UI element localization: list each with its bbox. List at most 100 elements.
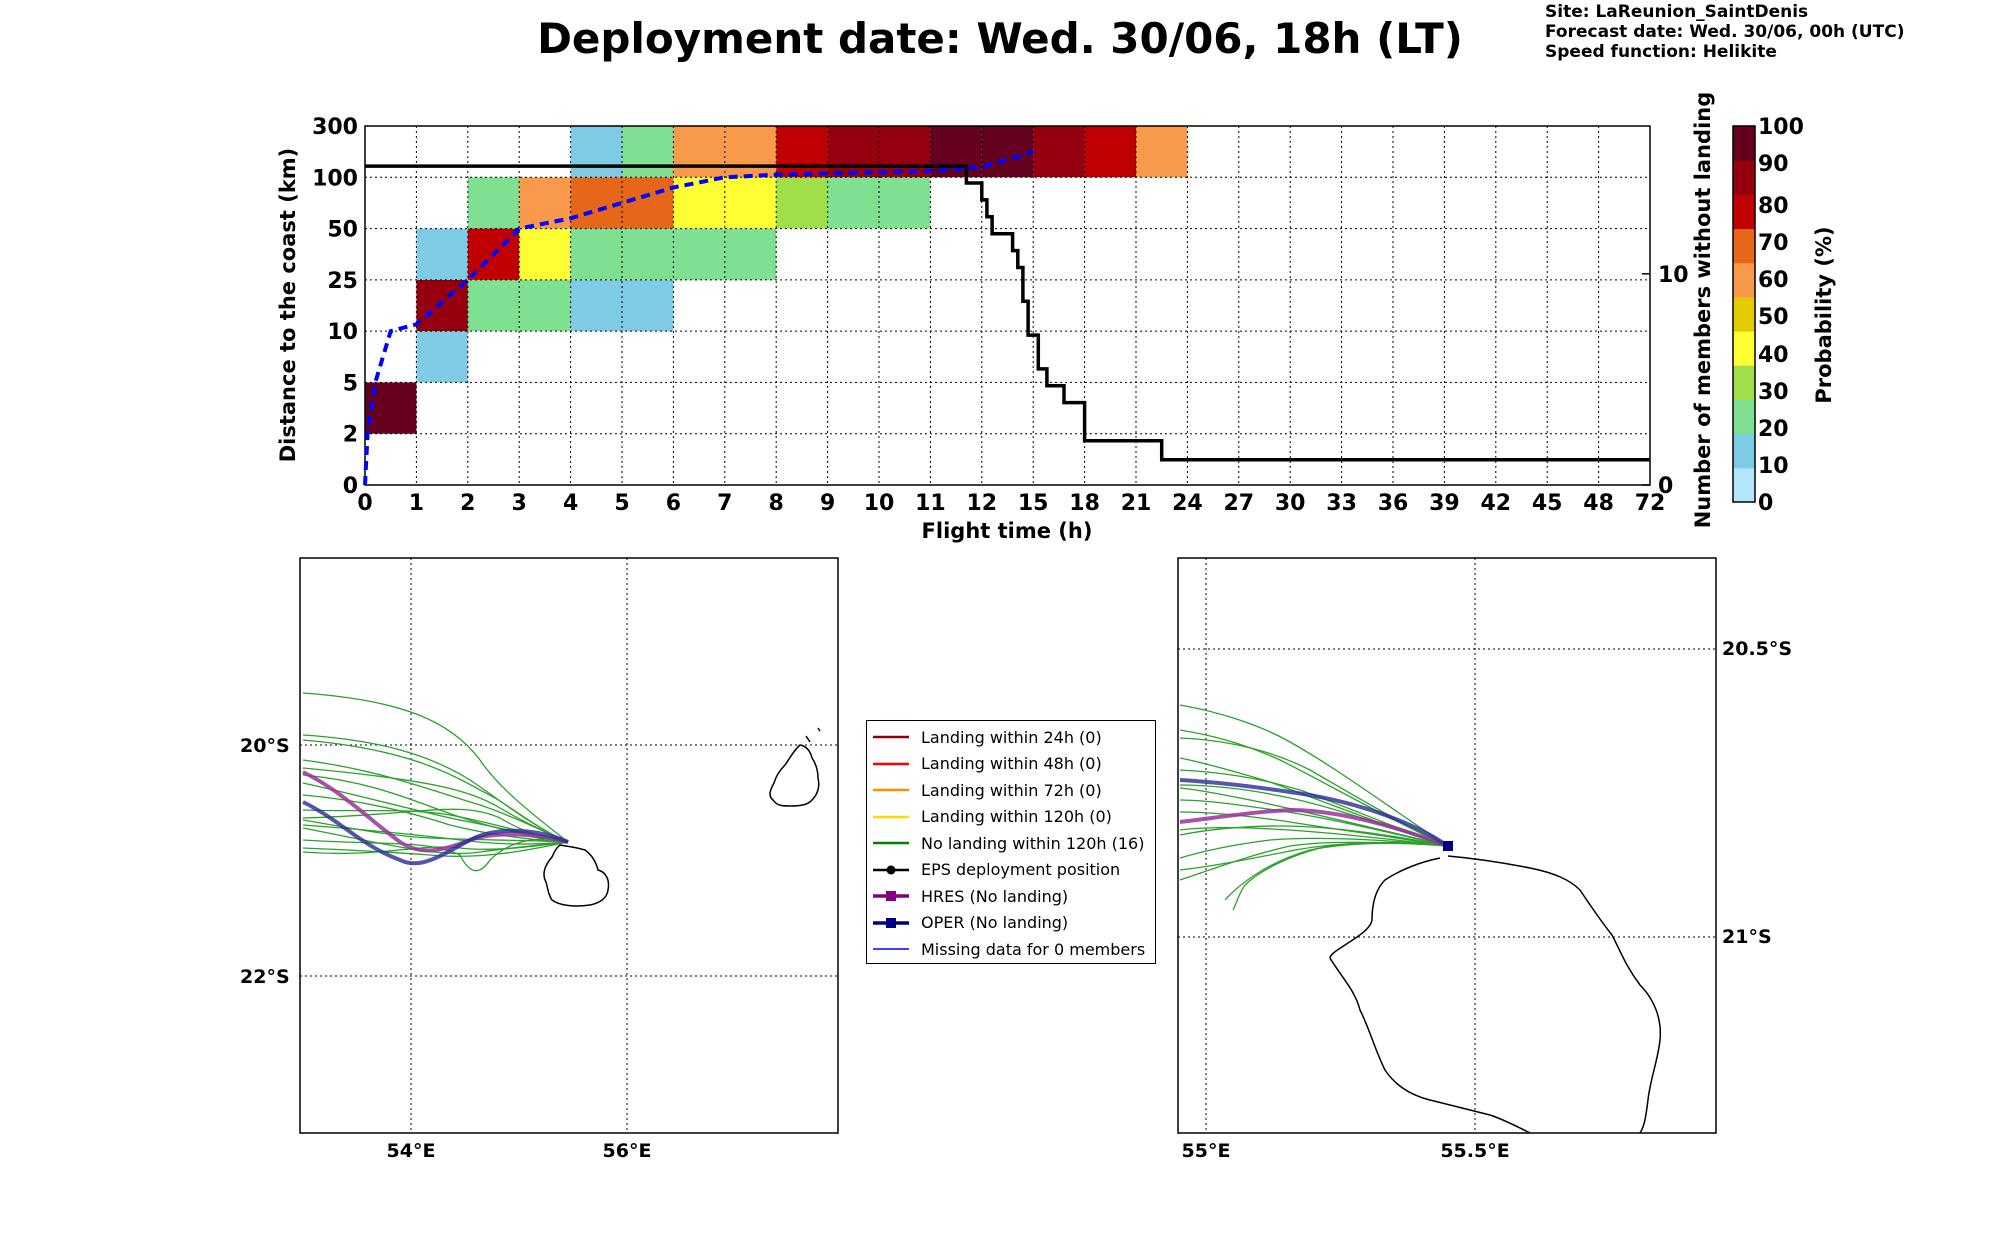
heatmap-cell — [879, 177, 931, 229]
site-label: Site: LaReunion_SaintDenis — [1545, 2, 1809, 22]
x-tick-label: 18 — [1069, 491, 1100, 516]
colorbar-frame — [1732, 125, 1756, 503]
legend-label: Missing data for 0 members — [921, 939, 1146, 959]
ensemble-track — [1179, 729, 1449, 847]
hres-track — [302, 770, 569, 853]
ensemble-track — [302, 739, 569, 843]
heatmap-cell — [519, 228, 571, 280]
x-tick-label: 72 — [1635, 491, 1666, 516]
heatmap-cell — [827, 177, 879, 229]
ensemble-track — [1179, 784, 1449, 847]
heatmap-cell — [724, 177, 777, 229]
legend-square-marker-icon — [871, 889, 911, 903]
y-right-tick-label: 0 — [1658, 474, 1673, 499]
legend-label: Landing within 72h (0) — [921, 780, 1102, 800]
map-right-lat-label-21: 21°S — [1722, 926, 1772, 948]
x-axis-label: Flight time (h) — [922, 519, 1093, 543]
map-left-mauritius-coast — [769, 744, 820, 807]
ensemble-track — [302, 794, 569, 843]
ensemble-track — [302, 808, 569, 843]
colorbar-segment — [1733, 399, 1755, 435]
series-lines — [363, 149, 1650, 486]
legend-item: EPS deployment position — [871, 857, 1155, 884]
map-left-lat-label-20: 20°S — [240, 735, 290, 757]
heatmap-cell — [622, 228, 674, 280]
ensemble-track — [302, 827, 569, 855]
ensemble-track — [1224, 842, 1449, 901]
ensemble-track — [302, 824, 569, 845]
heatmap-cell — [570, 177, 622, 229]
x-tick-label: 27 — [1223, 491, 1254, 516]
heatmap-cell — [519, 279, 571, 332]
oper-track — [302, 800, 569, 866]
x-tick-label: 7 — [717, 491, 732, 516]
heatmap-cell — [622, 279, 674, 332]
heatmap-cell — [724, 126, 777, 178]
colorbar-tick-label: 50 — [1758, 305, 1789, 330]
oper-track — [1179, 778, 1450, 848]
legend-item: Landing within 48h (0) — [871, 751, 1155, 778]
legend-circle-marker-icon — [871, 863, 911, 877]
ensemble-track — [1179, 825, 1449, 847]
legend-line-icon — [871, 757, 911, 771]
legend-label: EPS deployment position — [921, 860, 1121, 880]
colorbar-segment — [1733, 433, 1755, 469]
legend-label: HRES (No landing) — [921, 886, 1069, 906]
heatmap-cell — [673, 228, 725, 280]
map-right-ensemble-tracks — [1179, 704, 1449, 911]
ensemble-track — [302, 809, 569, 843]
heatmap-cell — [776, 177, 828, 229]
colorbar-tick-label: 40 — [1758, 343, 1789, 368]
map-right-lon-label-55: 55°E — [1182, 1140, 1231, 1162]
heatmap-cell — [467, 177, 520, 229]
x-tick-label: 39 — [1429, 491, 1460, 516]
y-tick-label: 25 — [327, 269, 358, 294]
ensemble-track — [302, 819, 569, 843]
legend-item: Landing within 24h (0) — [871, 724, 1155, 751]
colorbar-segment — [1733, 160, 1755, 195]
colorbar-tick-label: 10 — [1758, 454, 1789, 479]
x-tick-label: 6 — [666, 491, 681, 516]
ensemble-track — [1179, 737, 1449, 847]
colorbar-tick-label: 70 — [1758, 231, 1789, 256]
x-tick-label: 33 — [1326, 491, 1357, 516]
y-tick-label: 2 — [343, 423, 358, 448]
legend-label: Landing within 48h (0) — [921, 754, 1102, 774]
colorbar-tick-label: 0 — [1758, 491, 1773, 516]
map-right-lat-label-20-5: 20.5°S — [1722, 638, 1792, 660]
heatmap-cell — [622, 177, 674, 229]
x-tick-label: 2 — [460, 491, 475, 516]
y-right-axis-label: Number of members without landing — [1691, 92, 1715, 529]
legend-line-icon — [871, 942, 911, 956]
y-right-tick-label: 10 — [1658, 263, 1689, 288]
heatmap-cell — [570, 279, 622, 332]
heatmap-cell — [416, 279, 468, 332]
legend-square-marker-icon — [871, 916, 911, 930]
heatmap-cell — [1033, 126, 1085, 178]
map-left-lon-label-56: 56°E — [603, 1140, 652, 1162]
x-tick-label: 15 — [1018, 491, 1049, 516]
colorbar-segment — [1733, 228, 1755, 264]
y-axis-label: Distance to the coast (km) — [276, 148, 300, 463]
colorbar-segment — [1733, 365, 1755, 400]
x-tick-label: 0 — [357, 491, 372, 516]
legend-item: Landing within 72h (0) — [871, 777, 1155, 804]
ensemble-track — [1179, 826, 1449, 847]
ensemble-track — [1179, 799, 1449, 847]
ensemble-track — [1179, 841, 1449, 881]
x-tick-label: 45 — [1532, 491, 1563, 516]
y-tick-label: 50 — [327, 218, 358, 243]
colorbar-tick-label: 90 — [1758, 152, 1789, 177]
map-left-reunion-coast — [543, 844, 610, 907]
ensemble-track — [1179, 811, 1449, 847]
gridlines — [365, 126, 1650, 485]
series-line-median-distance — [363, 149, 1034, 486]
x-tick-label: 3 — [512, 491, 527, 516]
x-tick-label: 8 — [769, 491, 784, 516]
ensemble-track — [1179, 841, 1449, 871]
heatmap-cell — [724, 228, 777, 280]
map-left-lon-label-54: 54°E — [387, 1140, 436, 1162]
heatmap-cell — [879, 126, 931, 178]
deployment-position-marker — [1443, 841, 1453, 851]
ensemble-track — [302, 759, 569, 843]
